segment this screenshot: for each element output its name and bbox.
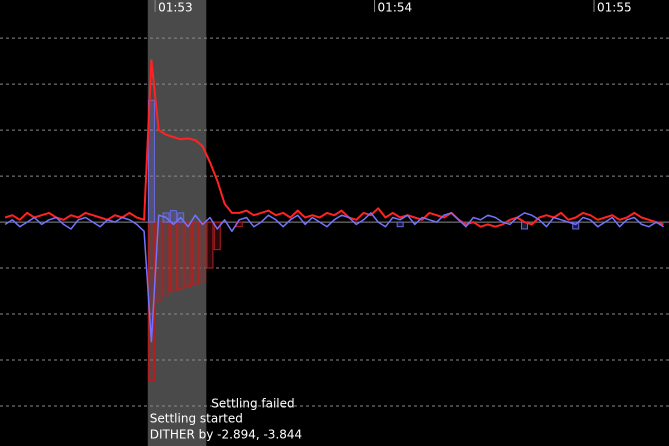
settling-failed: Settling failed [211,397,294,411]
correction-bar [213,221,221,251]
settling-started: Settling started [150,412,243,426]
dither-label: DITHER by -2.894, -3.844 [150,428,302,442]
correction-bar [162,221,170,297]
correction-bar [184,221,192,287]
correction-bar [199,221,207,283]
x-tick-label: 01:54 [378,1,413,15]
correction-bar [169,210,177,223]
correction-bar [169,221,177,292]
correction-bar [572,221,580,230]
x-tick-label: 01:53 [158,1,193,15]
correction-bar [177,221,185,290]
correction-bar [147,99,155,223]
guide-line [4,212,664,343]
correction-bar [396,221,404,228]
correction-bar [191,221,199,285]
x-tick-label: 01:55 [597,1,632,15]
correction-bar [206,221,214,269]
